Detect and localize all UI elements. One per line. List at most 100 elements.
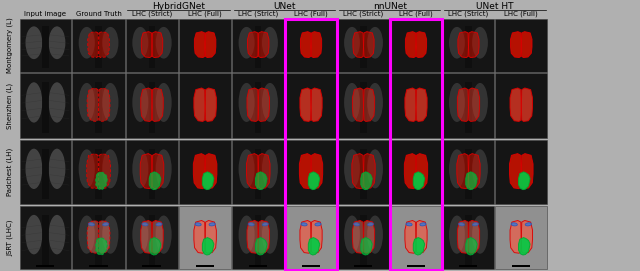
Text: nnUNet: nnUNet	[372, 2, 407, 11]
Ellipse shape	[344, 83, 360, 122]
Text: Padchest (LH): Padchest (LH)	[7, 148, 13, 196]
Ellipse shape	[449, 149, 465, 188]
Bar	[126, 140, 178, 204]
Ellipse shape	[472, 149, 488, 188]
Bar	[20, 140, 71, 204]
Ellipse shape	[102, 149, 118, 188]
Bar	[338, 206, 389, 269]
Bar	[72, 19, 125, 72]
Text: UNet HT: UNet HT	[476, 2, 514, 11]
Bar	[285, 73, 337, 138]
Text: Montgomery (L): Montgomery (L)	[7, 18, 13, 73]
Bar	[406, 264, 425, 267]
Bar	[232, 19, 284, 72]
Ellipse shape	[472, 215, 488, 254]
Bar	[20, 206, 71, 269]
Ellipse shape	[102, 27, 118, 59]
Polygon shape	[141, 88, 152, 121]
Ellipse shape	[472, 27, 488, 59]
Polygon shape	[300, 88, 311, 121]
Polygon shape	[248, 32, 259, 57]
Ellipse shape	[344, 149, 360, 188]
Ellipse shape	[367, 27, 383, 59]
Bar	[443, 206, 494, 269]
Text: Input image: Input image	[24, 11, 67, 17]
Bar	[390, 140, 442, 204]
Bar	[42, 215, 49, 264]
Bar	[126, 73, 178, 138]
Polygon shape	[458, 221, 468, 253]
Ellipse shape	[102, 223, 109, 226]
Polygon shape	[246, 154, 259, 189]
Bar	[390, 19, 442, 72]
Bar	[0, 0, 640, 19]
Polygon shape	[364, 154, 375, 189]
Bar	[390, 206, 442, 269]
Ellipse shape	[79, 215, 95, 254]
Bar	[255, 82, 261, 133]
Text: LHC (Full): LHC (Full)	[294, 10, 328, 17]
Polygon shape	[413, 238, 425, 255]
Ellipse shape	[49, 82, 65, 122]
Bar	[72, 73, 125, 138]
Text: JSRT (LHC): JSRT (LHC)	[7, 220, 13, 256]
Ellipse shape	[102, 215, 118, 254]
Bar	[36, 264, 54, 267]
Ellipse shape	[26, 82, 42, 122]
Polygon shape	[458, 88, 468, 121]
Ellipse shape	[315, 223, 321, 226]
Ellipse shape	[88, 223, 95, 226]
Ellipse shape	[132, 27, 148, 59]
Polygon shape	[416, 88, 427, 121]
Ellipse shape	[156, 149, 172, 188]
Bar	[390, 19, 442, 270]
Polygon shape	[205, 154, 217, 189]
Polygon shape	[468, 154, 480, 189]
Ellipse shape	[132, 83, 148, 122]
Ellipse shape	[367, 223, 374, 226]
Bar	[443, 73, 494, 138]
Text: LHC (Full): LHC (Full)	[399, 10, 433, 17]
Ellipse shape	[156, 27, 172, 59]
Bar	[42, 149, 49, 199]
Text: UNet: UNet	[273, 2, 296, 11]
Text: Shenzhen (L): Shenzhen (L)	[7, 83, 13, 129]
Bar	[249, 264, 268, 267]
Polygon shape	[202, 238, 214, 255]
Bar	[126, 206, 178, 269]
Bar	[360, 149, 367, 199]
Polygon shape	[364, 221, 374, 253]
Bar	[95, 149, 102, 199]
Ellipse shape	[511, 223, 517, 226]
Polygon shape	[416, 32, 427, 57]
Polygon shape	[311, 32, 322, 57]
Ellipse shape	[239, 27, 255, 59]
Ellipse shape	[156, 215, 172, 254]
Polygon shape	[511, 32, 521, 57]
Bar	[149, 215, 155, 264]
Polygon shape	[195, 32, 205, 57]
Polygon shape	[255, 172, 267, 190]
Ellipse shape	[449, 215, 465, 254]
Bar	[390, 73, 442, 138]
Polygon shape	[510, 221, 521, 253]
Polygon shape	[521, 88, 532, 121]
Bar	[495, 19, 547, 72]
Ellipse shape	[49, 149, 65, 189]
Bar	[149, 149, 155, 199]
Polygon shape	[96, 172, 108, 190]
Polygon shape	[99, 221, 110, 253]
Polygon shape	[259, 88, 269, 121]
Ellipse shape	[262, 83, 278, 122]
Polygon shape	[361, 172, 372, 190]
Polygon shape	[466, 172, 477, 190]
Ellipse shape	[156, 83, 172, 122]
Ellipse shape	[102, 83, 118, 122]
Bar	[354, 264, 372, 267]
Polygon shape	[247, 221, 259, 253]
Bar	[285, 206, 337, 269]
Polygon shape	[152, 32, 163, 57]
Bar	[360, 26, 367, 67]
Bar	[495, 140, 547, 204]
Ellipse shape	[472, 223, 479, 226]
